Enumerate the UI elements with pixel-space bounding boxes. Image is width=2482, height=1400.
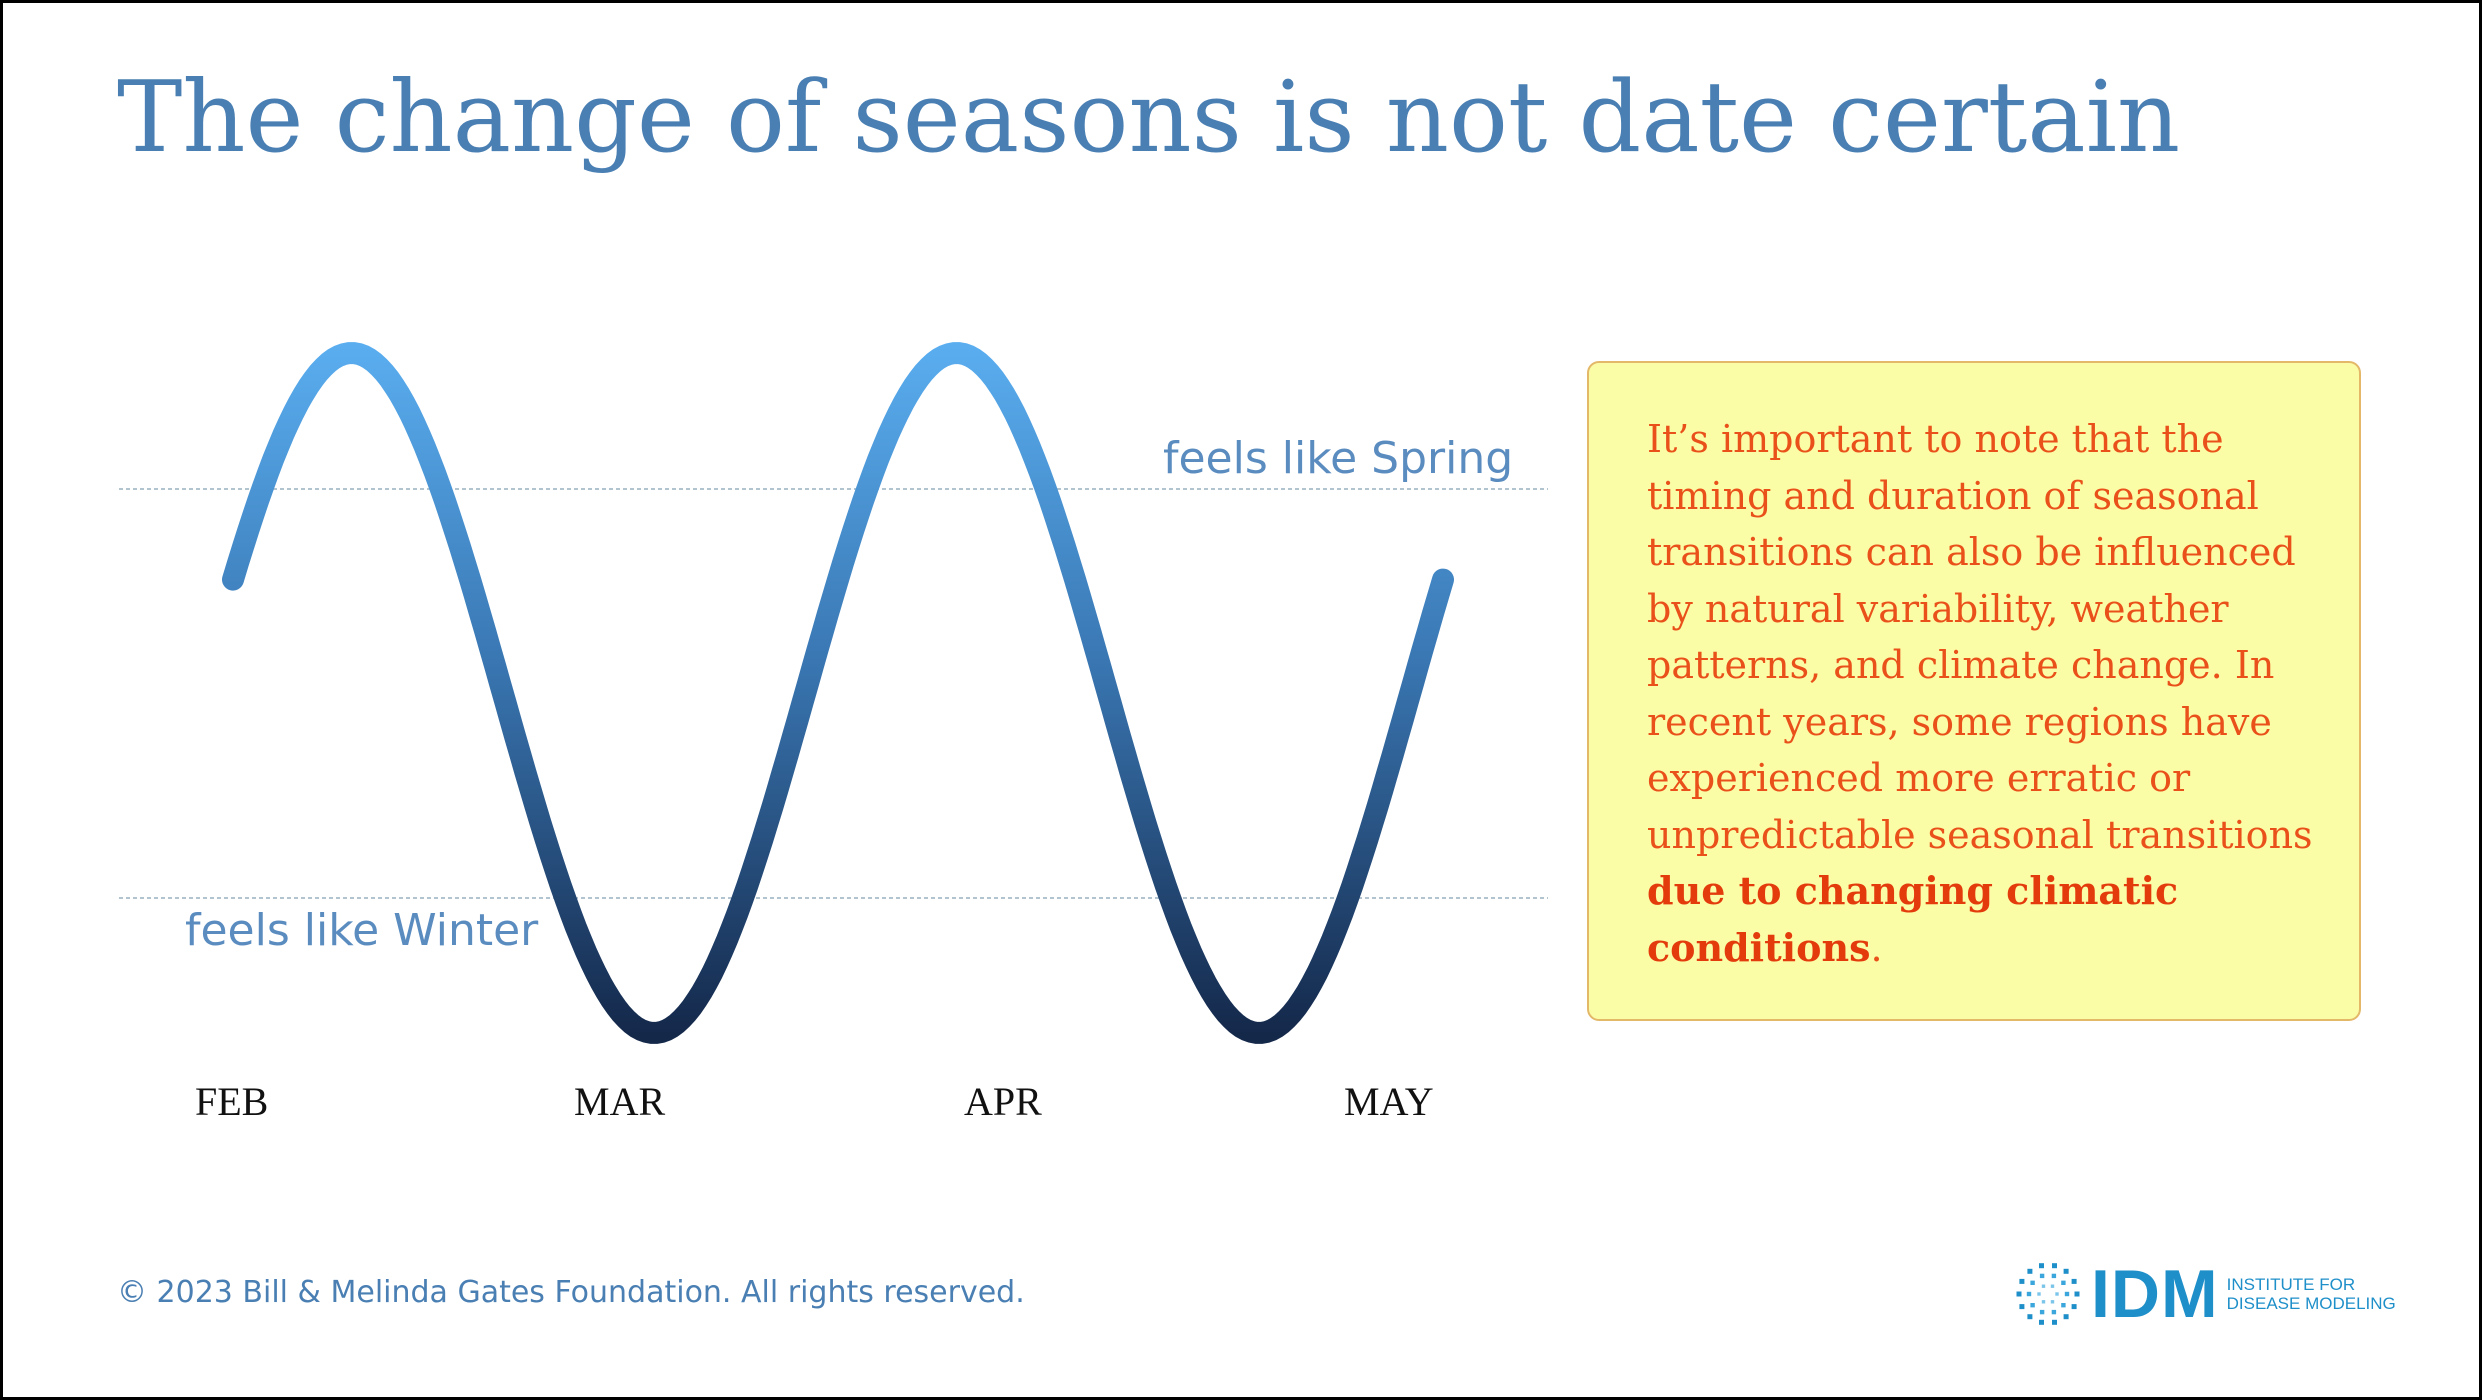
logo-subtitle-line1: INSTITUTE FOR: [2226, 1275, 2356, 1294]
circular-dots-icon: [2016, 1263, 2080, 1325]
spring-label: feels like Spring: [1163, 433, 1513, 484]
note-text-end: .: [1870, 925, 1883, 970]
winter-label: feels like Winter: [185, 905, 539, 956]
logo-subtitle: INSTITUTE FOR DISEASE MODELING: [2227, 1275, 2396, 1313]
note-text: It’s important to note that the timing a…: [1647, 411, 2319, 976]
idm-logo: IDM INSTITUTE FOR DISEASE MODELING: [2013, 1255, 2396, 1333]
slide-title: The change of seasons is not date certai…: [117, 61, 2181, 175]
month-label-feb: FEB: [195, 1079, 268, 1124]
logo-name: IDM: [2091, 1256, 2219, 1332]
copyright-footer: © 2023 Bill & Melinda Gates Foundation. …: [117, 1275, 1025, 1310]
month-label-apr: APR: [964, 1079, 1042, 1124]
note-text-emphasis: due to changing climatic conditions: [1647, 868, 2179, 970]
month-label-mar: MAR: [574, 1079, 665, 1124]
logo-subtitle-line2: DISEASE MODELING: [2226, 1294, 2396, 1313]
note-box: It’s important to note that the timing a…: [1587, 361, 2361, 1021]
month-label-may: MAY: [1344, 1079, 1434, 1124]
season-wave-chart: feels like Spring feels like Winter FEB …: [119, 342, 1548, 1124]
note-text-main: It’s important to note that the timing a…: [1647, 417, 2313, 857]
season-wave-line: [222, 342, 1454, 1044]
